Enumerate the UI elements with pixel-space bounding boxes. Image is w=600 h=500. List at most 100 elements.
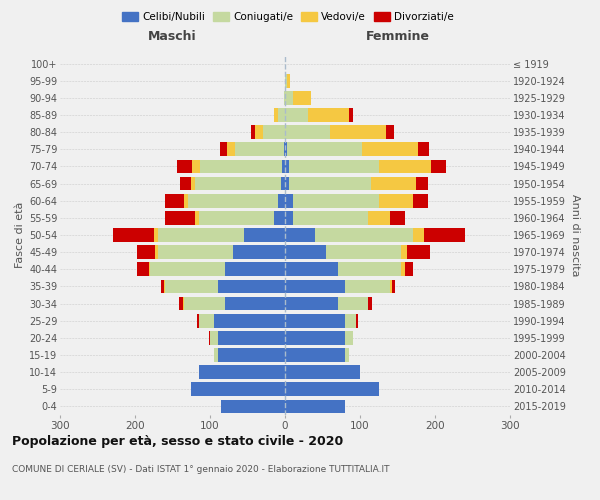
Bar: [368, 296, 372, 310]
Bar: [293, 91, 311, 104]
Bar: [199, 211, 274, 224]
Bar: [221, 400, 285, 413]
Bar: [192, 160, 199, 173]
Bar: [285, 262, 337, 276]
Bar: [165, 194, 184, 207]
Bar: [195, 211, 199, 224]
Bar: [413, 194, 427, 207]
Bar: [367, 296, 368, 310]
Bar: [218, 348, 285, 362]
Bar: [413, 228, 424, 242]
Bar: [371, 176, 416, 190]
Bar: [390, 280, 392, 293]
Bar: [197, 314, 199, 328]
Bar: [149, 262, 150, 276]
Bar: [345, 314, 356, 328]
Bar: [244, 228, 285, 242]
Bar: [379, 194, 413, 207]
Bar: [349, 108, 353, 122]
Bar: [356, 314, 358, 328]
Bar: [255, 126, 263, 139]
Bar: [285, 176, 289, 190]
Bar: [284, 142, 285, 156]
Bar: [285, 280, 345, 293]
Bar: [165, 280, 218, 293]
Bar: [401, 246, 407, 259]
Bar: [285, 91, 293, 104]
Bar: [285, 296, 337, 310]
Bar: [225, 296, 285, 310]
Bar: [337, 296, 367, 310]
Legend: Celibi/Nubili, Coniugati/e, Vedovi/e, Divorziati/e: Celibi/Nubili, Coniugati/e, Vedovi/e, Di…: [118, 8, 458, 26]
Bar: [390, 211, 405, 224]
Bar: [386, 126, 394, 139]
Bar: [392, 280, 395, 293]
Bar: [277, 108, 285, 122]
Bar: [227, 142, 235, 156]
Text: Popolazione per età, sesso e stato civile - 2020: Popolazione per età, sesso e stato civil…: [12, 435, 343, 448]
Bar: [285, 194, 293, 207]
Bar: [233, 246, 285, 259]
Bar: [187, 194, 277, 207]
Bar: [337, 262, 401, 276]
Bar: [416, 176, 427, 190]
Bar: [379, 160, 431, 173]
Bar: [220, 142, 227, 156]
Bar: [157, 228, 244, 242]
Bar: [284, 91, 285, 104]
Bar: [155, 246, 157, 259]
Bar: [285, 211, 293, 224]
Y-axis label: Fasce di età: Fasce di età: [14, 202, 25, 268]
Bar: [191, 176, 195, 190]
Bar: [199, 314, 214, 328]
Bar: [345, 348, 349, 362]
Bar: [137, 246, 155, 259]
Bar: [274, 211, 285, 224]
Bar: [361, 142, 418, 156]
Bar: [345, 280, 390, 293]
Bar: [293, 194, 379, 207]
Bar: [285, 108, 308, 122]
Bar: [405, 262, 413, 276]
Y-axis label: Anni di nascita: Anni di nascita: [570, 194, 580, 276]
Bar: [424, 228, 465, 242]
Bar: [285, 331, 345, 344]
Bar: [282, 160, 285, 173]
Bar: [180, 176, 191, 190]
Bar: [285, 348, 345, 362]
Bar: [315, 228, 413, 242]
Bar: [330, 126, 386, 139]
Bar: [407, 246, 430, 259]
Bar: [285, 142, 287, 156]
Bar: [183, 296, 184, 310]
Bar: [285, 382, 379, 396]
Bar: [418, 142, 429, 156]
Text: Femmine: Femmine: [365, 30, 430, 43]
Bar: [367, 211, 390, 224]
Bar: [154, 228, 157, 242]
Bar: [235, 142, 284, 156]
Bar: [210, 331, 218, 344]
Bar: [150, 262, 225, 276]
Bar: [285, 246, 326, 259]
Bar: [274, 108, 277, 122]
Bar: [431, 160, 446, 173]
Bar: [289, 160, 379, 173]
Bar: [289, 176, 371, 190]
Bar: [401, 262, 405, 276]
Bar: [179, 296, 183, 310]
Bar: [293, 211, 367, 224]
Bar: [161, 280, 164, 293]
Bar: [184, 194, 187, 207]
Bar: [326, 246, 401, 259]
Bar: [191, 382, 285, 396]
Bar: [281, 176, 285, 190]
Bar: [345, 331, 353, 344]
Bar: [214, 314, 285, 328]
Bar: [195, 176, 281, 190]
Bar: [287, 74, 290, 88]
Bar: [113, 228, 154, 242]
Bar: [285, 228, 315, 242]
Text: Maschi: Maschi: [148, 30, 197, 43]
Bar: [218, 280, 285, 293]
